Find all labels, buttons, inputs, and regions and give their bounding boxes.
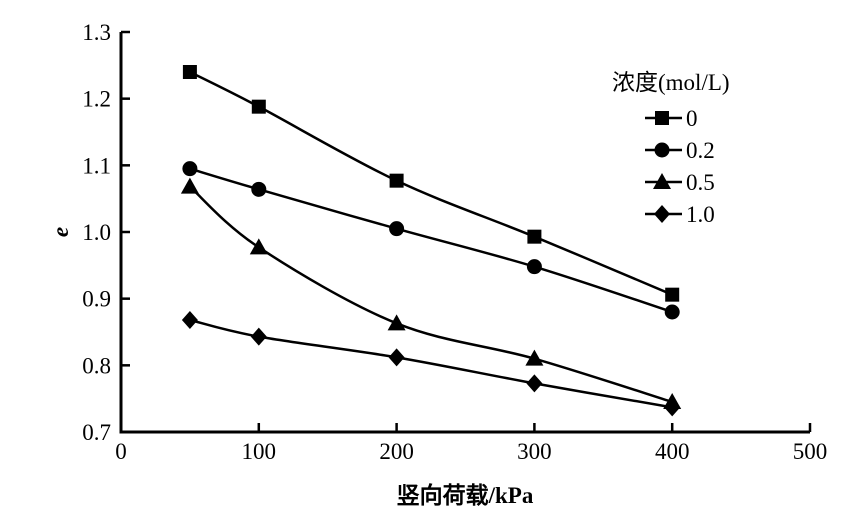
x-tick-label: 300: [517, 439, 552, 464]
legend-item: 0.5: [645, 170, 715, 195]
diamond-marker: [388, 348, 405, 367]
y-tick-label: 1.0: [82, 220, 111, 245]
x-tick-label: 200: [379, 439, 414, 464]
y-tick-label: 1.3: [82, 20, 111, 45]
x-tick-label: 400: [655, 439, 690, 464]
diamond-marker: [664, 398, 681, 417]
x-axis-label: 竖向荷载/kPa: [397, 482, 534, 508]
legend-title: 浓度(mol/L): [612, 70, 730, 95]
circle-marker: [654, 142, 670, 158]
series-line: [189, 185, 673, 404]
square-marker: [527, 229, 542, 244]
circle-marker: [526, 259, 542, 275]
triangle-marker: [249, 238, 268, 255]
series-0: [182, 65, 680, 302]
y-tick-label: 0.9: [82, 287, 111, 312]
y-axis-label: e: [48, 227, 73, 237]
circle-marker: [664, 304, 680, 320]
circle-marker: [251, 181, 267, 197]
legend-label: 0: [686, 106, 698, 131]
square-marker: [182, 65, 197, 79]
y-tick-label: 1.1: [82, 153, 111, 178]
x-tick-label: 100: [242, 439, 277, 464]
triangle-marker: [525, 349, 544, 366]
square-marker: [251, 99, 266, 114]
diamond-marker: [526, 374, 543, 393]
square-marker: [655, 111, 669, 125]
series-line: [189, 167, 673, 314]
y-tick-label: 0.8: [82, 353, 111, 378]
triangle-marker: [653, 173, 671, 189]
diamond-marker: [250, 327, 267, 346]
axes: 0 100 200 300 400 500 0.7 0.8 0.9 1.0 1.1 1.2 1.3: [82, 20, 827, 464]
square-marker: [389, 173, 404, 188]
triangle-marker: [180, 177, 199, 194]
y-tick-label: 1.2: [82, 87, 111, 112]
legend-item: 0: [645, 106, 698, 131]
square-marker: [665, 287, 680, 302]
circle-marker: [389, 221, 405, 237]
legend-label: 0.2: [686, 138, 715, 163]
legend-item: 1.0: [645, 202, 715, 227]
series-1.0: [181, 311, 681, 417]
legend: 浓度(mol/L) 0 0.2 0.5 1.0: [612, 70, 730, 227]
x-tick-label: 500: [793, 439, 828, 464]
legend-item: 0.2: [645, 138, 715, 163]
diamond-marker: [181, 311, 198, 329]
series-group: [180, 65, 682, 417]
circle-marker: [182, 161, 198, 177]
diamond-marker: [654, 205, 670, 223]
triangle-marker: [387, 314, 406, 331]
x-tick-label: 0: [115, 439, 127, 464]
legend-label: 0.5: [686, 170, 715, 195]
series-line: [189, 70, 673, 296]
y-tick-label: 0.7: [82, 420, 111, 445]
series-0.5: [180, 177, 682, 409]
legend-label: 1.0: [686, 202, 715, 227]
series-0.2: [182, 161, 680, 320]
